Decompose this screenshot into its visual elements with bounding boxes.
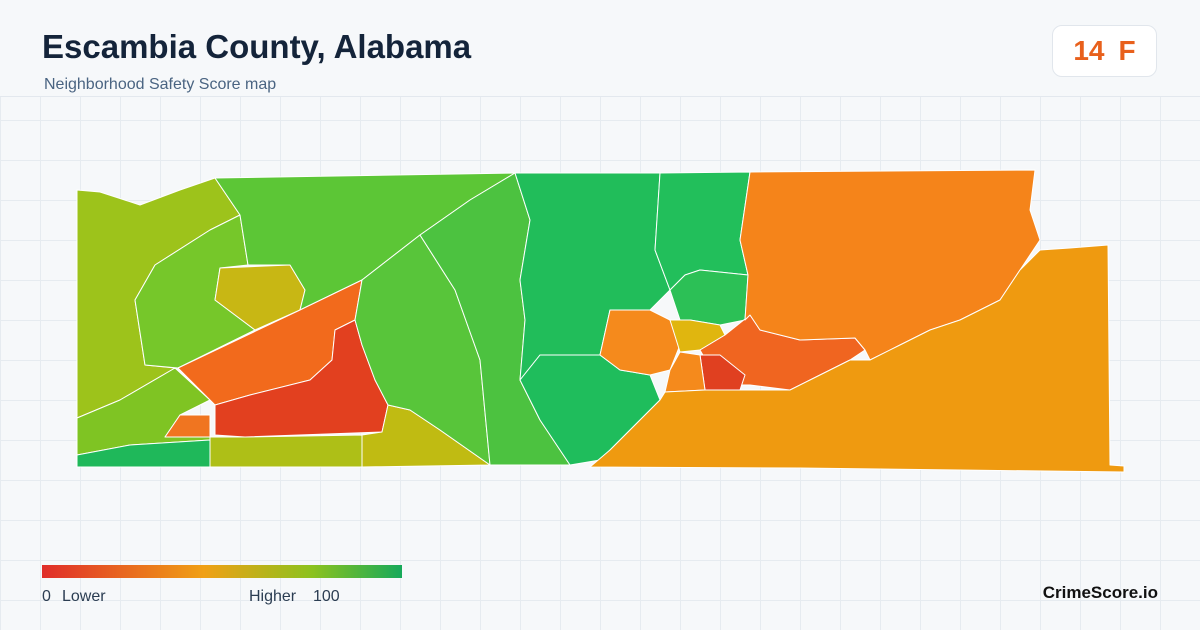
legend-min: 0	[42, 588, 51, 605]
region	[164, 414, 211, 438]
legend-min-label: Lower	[62, 588, 106, 605]
region	[664, 351, 706, 393]
region	[209, 434, 363, 468]
score-value: 14	[1073, 35, 1105, 66]
legend-max: 100	[313, 588, 340, 605]
legend-max-label: Higher	[249, 588, 297, 605]
title: Escambia County, Alabama	[42, 28, 472, 65]
regions	[76, 169, 1125, 473]
score-badge: 14 F	[1052, 25, 1157, 77]
legend-gradient	[42, 565, 402, 578]
header: Escambia County, Alabama Neighborhood Sa…	[0, 0, 1200, 97]
subtitle: Neighborhood Safety Score map	[44, 76, 277, 93]
brand: CrimeScore.io	[1042, 583, 1158, 602]
region	[669, 269, 749, 326]
score-grade: F	[1118, 35, 1136, 66]
region	[589, 244, 1125, 473]
